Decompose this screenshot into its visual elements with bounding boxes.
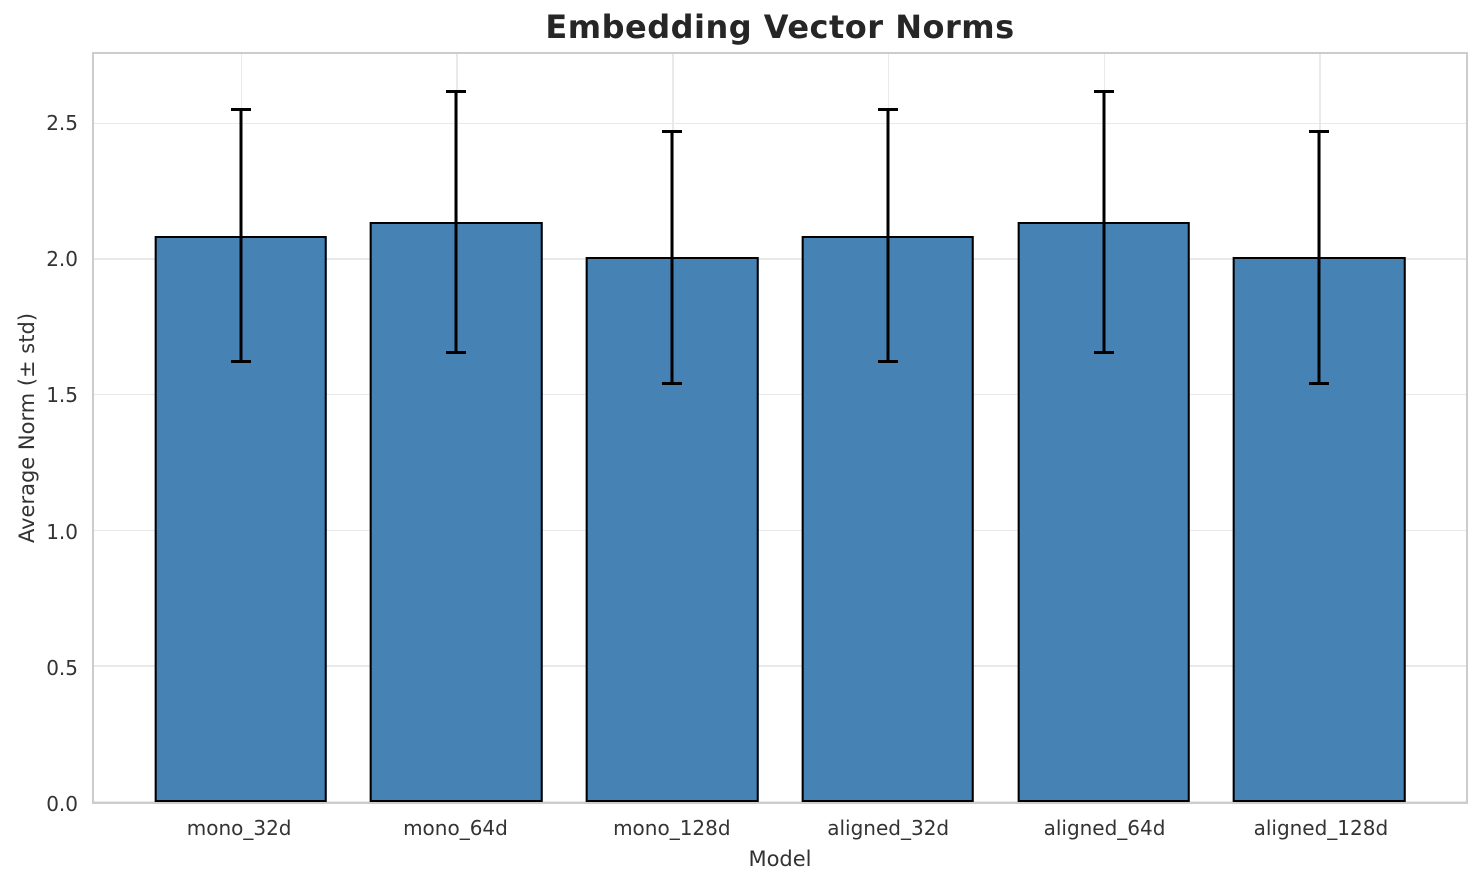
y-tick-label: 0.5 (46, 655, 78, 680)
x-category-labels: mono_32d mono_64d mono_128d aligned_32d alig… (92, 816, 1468, 842)
error-bar-bottom-cap (877, 360, 898, 364)
y-tick-labels: 0.0 0.5 1.0 1.5 2.0 2.5 (0, 52, 78, 816)
x-category-label: aligned_128d (1253, 816, 1389, 840)
horizontal-gridline (94, 665, 1466, 667)
y-tick-label: 1.5 (46, 383, 78, 408)
error-bar-line (454, 91, 458, 353)
x-category-label: mono_32d (186, 816, 292, 840)
y-tick-label: 1.0 (46, 519, 78, 544)
error-bar-top-cap (662, 129, 683, 133)
y-tick-label: 2.5 (46, 110, 78, 135)
y-tick-label: 0.0 (46, 792, 78, 816)
error-bar-line (670, 131, 674, 384)
x-category-label: mono_64d (403, 816, 508, 840)
error-bar-top-cap (877, 108, 898, 112)
error-bar-bottom-cap (662, 381, 683, 385)
error-bar-top-cap (446, 90, 467, 94)
error-bar-top-cap (230, 108, 251, 112)
error-bar-line (886, 109, 890, 362)
error-bar-bottom-cap (1093, 350, 1114, 354)
error-bar-top-cap (1309, 129, 1330, 133)
horizontal-gridline (94, 800, 1466, 802)
chart-title: Embedding Vector Norms (545, 8, 1015, 46)
x-category-label: aligned_64d (1043, 816, 1166, 840)
horizontal-gridline (94, 258, 1466, 260)
error-bar-bottom-cap (230, 360, 251, 364)
error-bar-bottom-cap (446, 350, 467, 354)
error-bar-top-cap (1093, 90, 1114, 94)
x-axis-label: Model (748, 847, 812, 871)
plot-area (92, 52, 1468, 804)
x-category-label: mono_128d (613, 816, 731, 840)
error-bar-line (1102, 91, 1106, 353)
error-bar-bottom-cap (1309, 381, 1330, 385)
x-category-label: aligned_32d (827, 816, 950, 840)
horizontal-gridline (94, 122, 1466, 125)
y-tick-label: 2.0 (46, 247, 78, 272)
error-bar-line (239, 109, 243, 362)
horizontal-gridline (94, 529, 1466, 531)
error-bar-line (1317, 131, 1321, 384)
horizontal-gridline (94, 393, 1466, 396)
